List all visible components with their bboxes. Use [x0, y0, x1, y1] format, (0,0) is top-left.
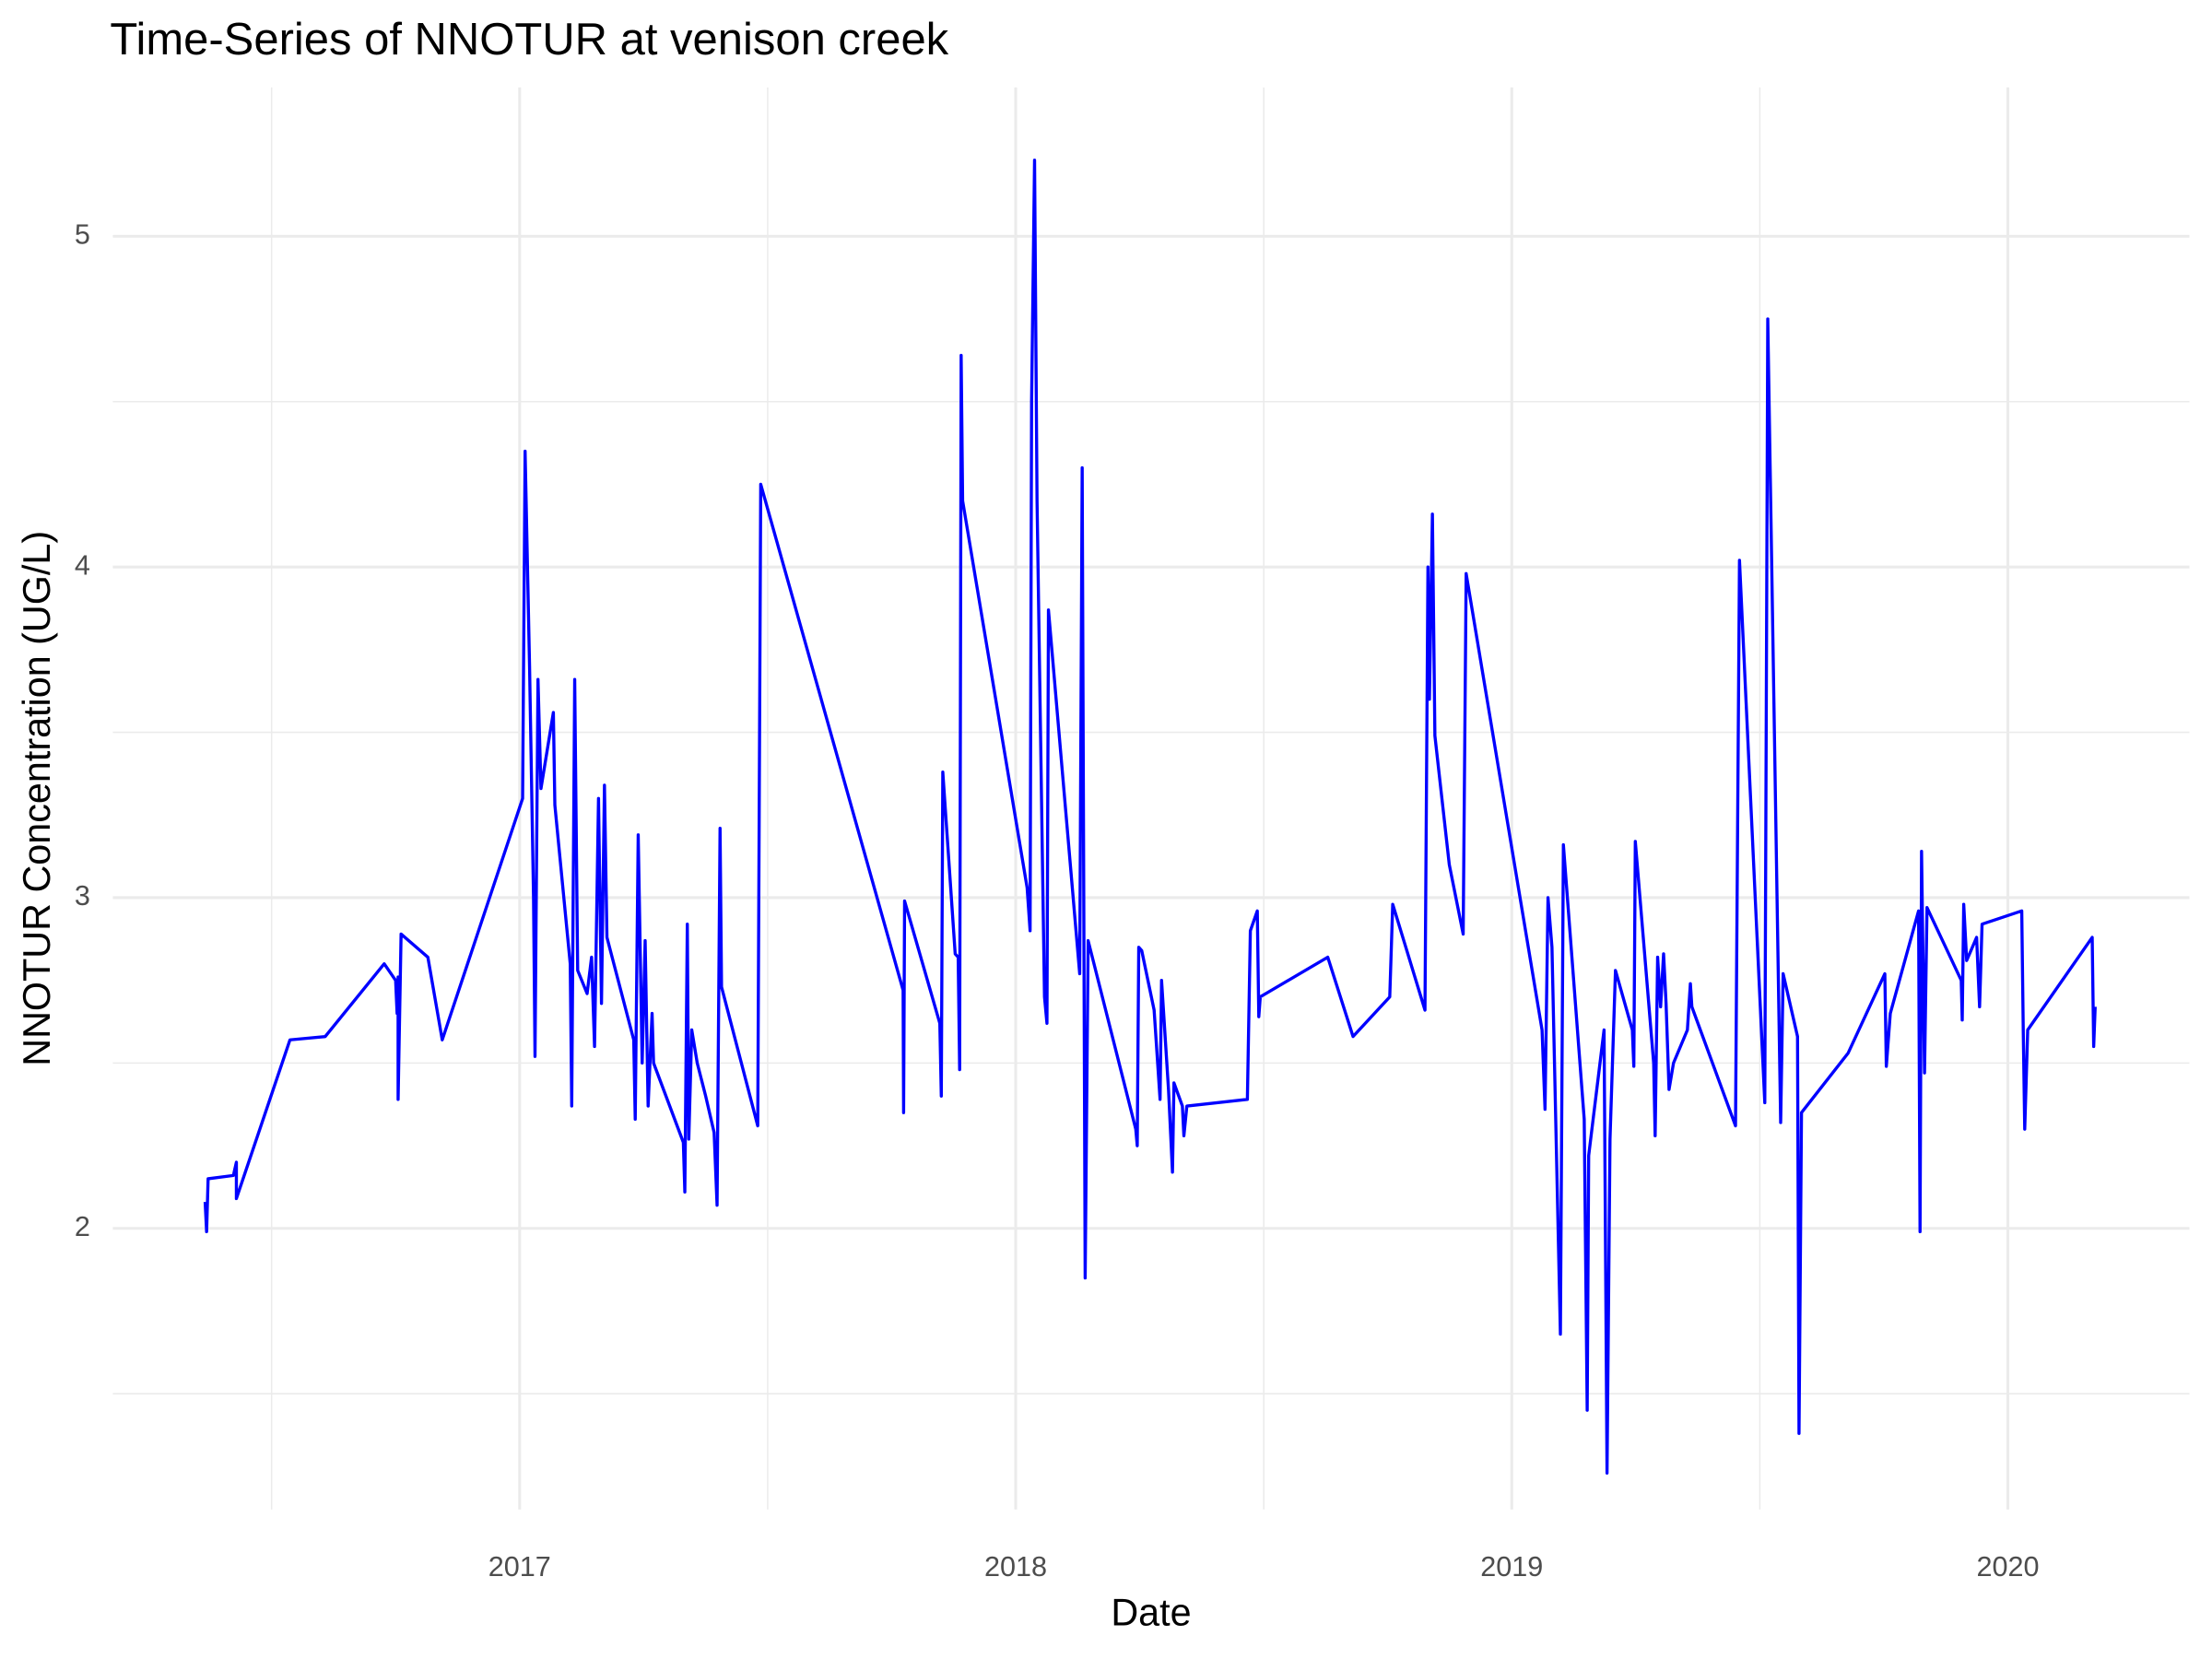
x-axis-label: Date	[1111, 1591, 1191, 1633]
y-axis-label: NNOTUR Concentration (UG/L)	[16, 531, 58, 1066]
x-tick-label: 2019	[1480, 1551, 1543, 1583]
data-line	[203, 159, 2097, 1475]
y-tick-label: 5	[75, 218, 90, 250]
y-tick-label: 3	[75, 880, 90, 912]
chart-title: Time-Series of NNOTUR at venison creek	[110, 15, 948, 65]
x-tick-label: 2018	[984, 1551, 1047, 1583]
y-tick-label: 4	[75, 549, 90, 581]
y-tick-label: 2	[75, 1211, 90, 1242]
x-tick-label: 2017	[488, 1551, 551, 1583]
x-tick-label: 2020	[1976, 1551, 2039, 1583]
